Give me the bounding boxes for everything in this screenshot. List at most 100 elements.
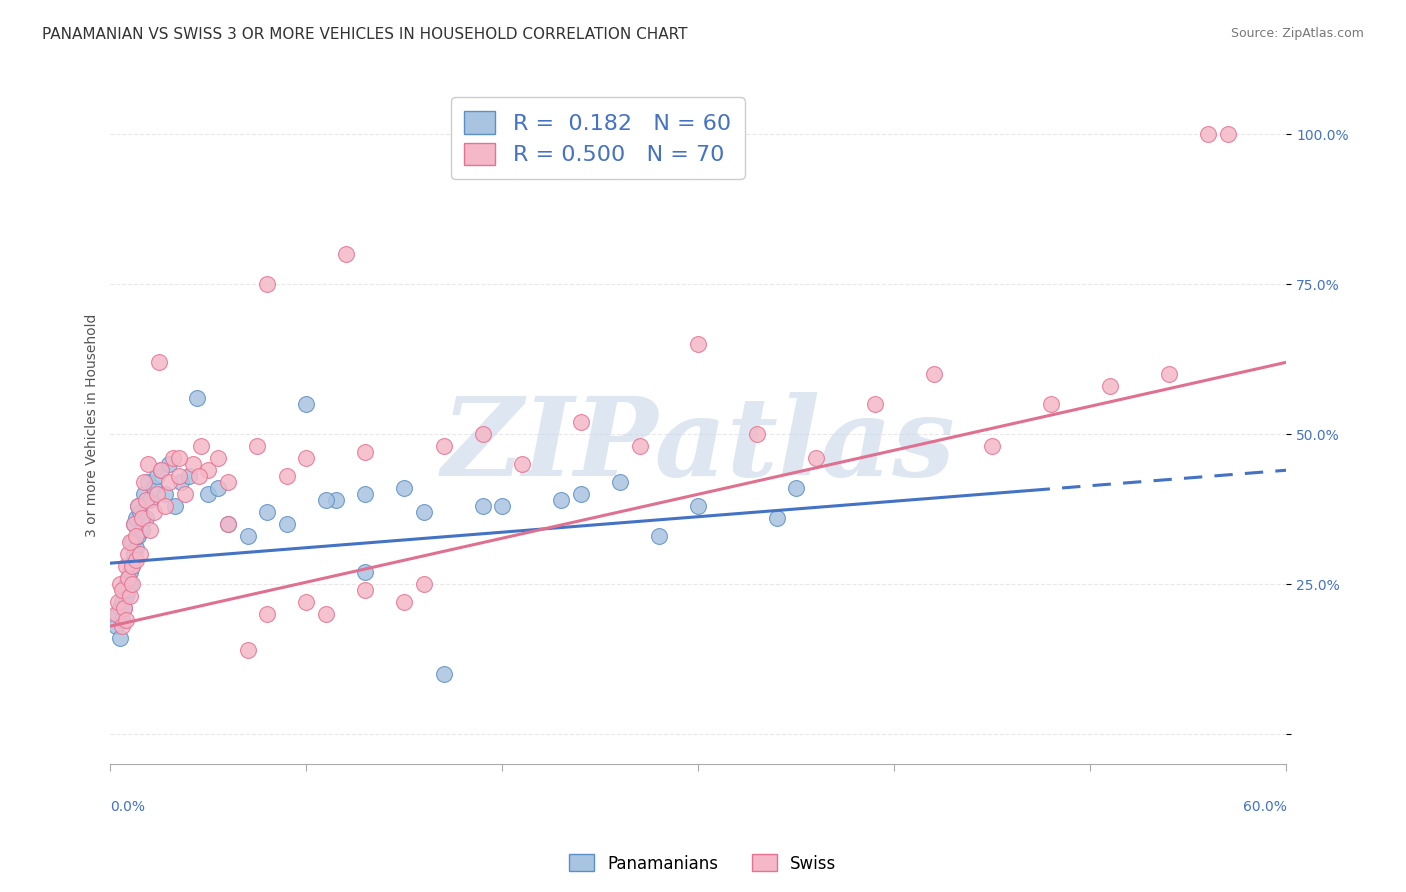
- Point: [295, 595, 318, 609]
- Point: [315, 493, 337, 508]
- Point: [354, 487, 377, 501]
- Point: [125, 529, 148, 543]
- Point: [121, 559, 143, 574]
- Point: [207, 481, 229, 495]
- Point: [107, 595, 129, 609]
- Point: [688, 337, 710, 351]
- Point: [108, 577, 131, 591]
- Point: [115, 559, 138, 574]
- Point: [111, 583, 134, 598]
- Point: [142, 505, 165, 519]
- Point: [105, 607, 128, 622]
- Text: PANAMANIAN VS SWISS 3 OR MORE VEHICLES IN HOUSEHOLD CORRELATION CHART: PANAMANIAN VS SWISS 3 OR MORE VEHICLES I…: [42, 27, 688, 42]
- Point: [1099, 379, 1122, 393]
- Point: [136, 475, 159, 490]
- Point: [125, 541, 148, 556]
- Point: [413, 505, 436, 519]
- Y-axis label: 3 or more Vehicles in Household: 3 or more Vehicles in Household: [86, 313, 100, 537]
- Point: [207, 451, 229, 466]
- Point: [128, 505, 150, 519]
- Point: [186, 391, 208, 405]
- Point: [491, 499, 513, 513]
- Point: [648, 529, 671, 543]
- Point: [157, 475, 180, 490]
- Point: [433, 667, 456, 681]
- Point: [394, 481, 416, 495]
- Point: [142, 481, 165, 495]
- Point: [121, 535, 143, 549]
- Point: [170, 475, 193, 490]
- Point: [131, 511, 153, 525]
- Point: [236, 643, 259, 657]
- Point: [256, 607, 278, 622]
- Point: [122, 517, 145, 532]
- Text: 0.0%: 0.0%: [111, 800, 145, 814]
- Point: [550, 493, 572, 508]
- Point: [135, 493, 157, 508]
- Point: [246, 439, 269, 453]
- Point: [688, 499, 710, 513]
- Point: [295, 397, 318, 411]
- Point: [157, 457, 180, 471]
- Point: [125, 553, 148, 567]
- Point: [628, 439, 651, 453]
- Point: [136, 457, 159, 471]
- Point: [1157, 368, 1180, 382]
- Point: [165, 499, 187, 513]
- Point: [127, 499, 149, 513]
- Point: [128, 547, 150, 561]
- Point: [413, 577, 436, 591]
- Point: [510, 457, 533, 471]
- Point: [394, 595, 416, 609]
- Point: [354, 583, 377, 598]
- Point: [197, 487, 219, 501]
- Point: [433, 439, 456, 453]
- Point: [112, 601, 135, 615]
- Legend: R =  0.182   N = 60, R = 0.500   N = 70: R = 0.182 N = 60, R = 0.500 N = 70: [451, 97, 745, 178]
- Point: [1040, 397, 1063, 411]
- Point: [276, 469, 298, 483]
- Point: [118, 589, 141, 603]
- Point: [325, 493, 347, 508]
- Point: [785, 481, 807, 495]
- Point: [121, 559, 143, 574]
- Point: [117, 547, 139, 561]
- Point: [609, 475, 631, 490]
- Point: [148, 355, 170, 369]
- Point: [135, 511, 157, 525]
- Point: [155, 499, 177, 513]
- Point: [167, 469, 190, 483]
- Point: [922, 368, 945, 382]
- Point: [236, 529, 259, 543]
- Point: [118, 535, 141, 549]
- Point: [256, 277, 278, 292]
- Point: [190, 439, 212, 453]
- Point: [315, 607, 337, 622]
- Text: Source: ZipAtlas.com: Source: ZipAtlas.com: [1230, 27, 1364, 40]
- Point: [217, 517, 239, 532]
- Point: [122, 517, 145, 532]
- Point: [197, 463, 219, 477]
- Point: [256, 505, 278, 519]
- Point: [138, 523, 160, 537]
- Point: [747, 427, 769, 442]
- Point: [132, 487, 155, 501]
- Point: [295, 451, 318, 466]
- Point: [150, 463, 173, 477]
- Point: [981, 439, 1004, 453]
- Point: [354, 445, 377, 459]
- Point: [181, 457, 204, 471]
- Point: [471, 499, 494, 513]
- Point: [118, 577, 141, 591]
- Point: [127, 499, 149, 513]
- Point: [146, 469, 169, 483]
- Point: [132, 475, 155, 490]
- Point: [167, 451, 190, 466]
- Point: [146, 487, 169, 501]
- Legend: Panamanians, Swiss: Panamanians, Swiss: [562, 847, 844, 880]
- Point: [471, 427, 494, 442]
- Point: [105, 619, 128, 633]
- Point: [276, 517, 298, 532]
- Point: [127, 529, 149, 543]
- Point: [177, 469, 200, 483]
